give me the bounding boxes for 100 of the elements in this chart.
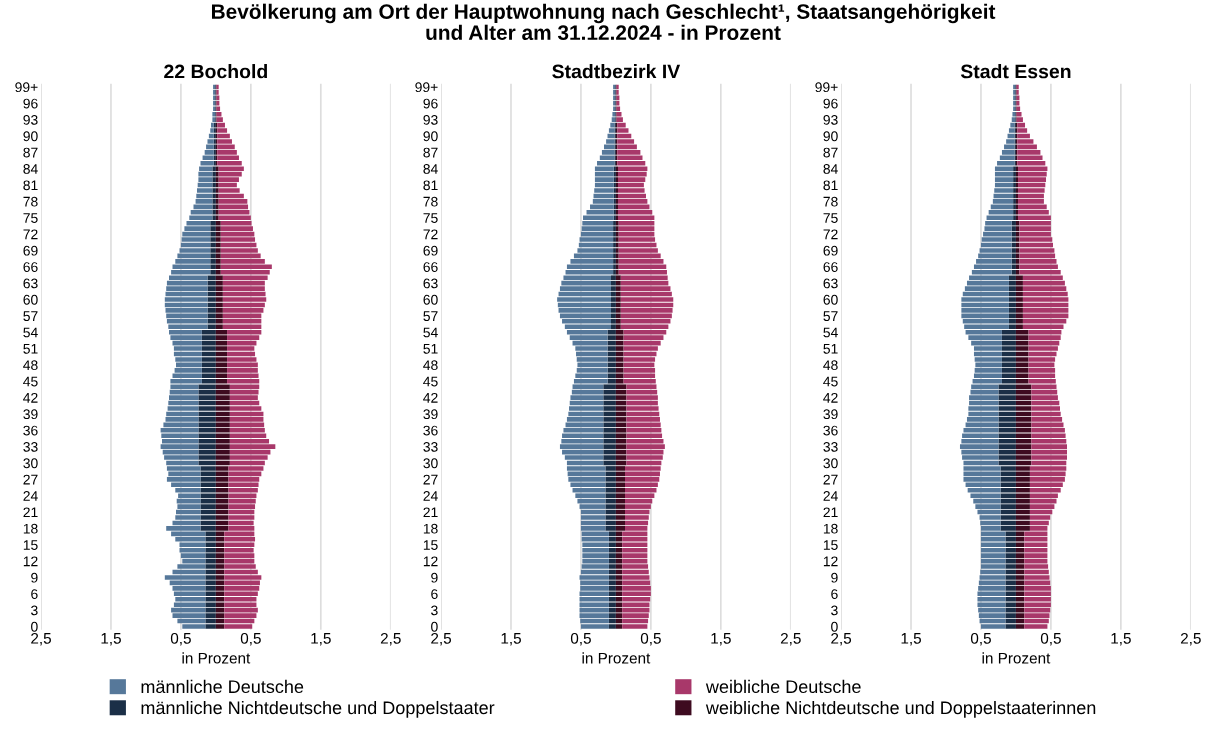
bar: [615, 406, 627, 411]
bar: [222, 275, 268, 281]
bar: [224, 542, 255, 548]
bar: [998, 438, 1016, 444]
bar: [210, 269, 216, 275]
bar: [977, 591, 1006, 597]
bar: [1001, 329, 1016, 335]
bar: [207, 280, 216, 286]
bar: [608, 586, 616, 591]
bar: [605, 520, 616, 526]
bar: [615, 553, 623, 558]
bar: [1001, 335, 1016, 340]
bar: [227, 335, 260, 340]
bar: [1029, 482, 1063, 488]
bar: [605, 477, 616, 482]
bar: [215, 346, 228, 351]
bar: [620, 308, 673, 313]
bar: [1015, 596, 1025, 602]
bar: [1005, 618, 1016, 624]
bar: [580, 586, 609, 591]
bar: [218, 209, 250, 215]
bar: [607, 335, 616, 340]
bar: [205, 542, 216, 548]
bar: [978, 613, 1006, 618]
bar: [980, 624, 1006, 629]
bar: [1015, 357, 1029, 362]
bar: [1015, 427, 1032, 433]
bar: [979, 248, 1012, 253]
bar: [605, 482, 616, 488]
bar: [626, 444, 665, 449]
bar: [217, 128, 228, 133]
bar: [1015, 613, 1025, 618]
bar: [164, 297, 208, 302]
bar: [964, 324, 1009, 330]
bar: [215, 329, 228, 335]
bar: [1024, 542, 1048, 548]
bar: [1022, 308, 1069, 313]
bar: [1005, 536, 1016, 542]
bar: [1024, 624, 1048, 629]
bar: [579, 591, 609, 597]
bar: [1015, 351, 1029, 357]
bar: [608, 564, 616, 569]
bar: [1024, 602, 1051, 608]
bar: [1031, 438, 1067, 444]
bar: [988, 209, 1014, 215]
bar: [207, 318, 216, 324]
bar: [623, 378, 656, 384]
bar: [1031, 444, 1067, 449]
bar: [215, 547, 225, 553]
bar: [186, 220, 211, 226]
bar: [581, 226, 614, 231]
bar: [170, 378, 202, 384]
bar: [605, 466, 616, 471]
bar: [603, 384, 616, 390]
bar: [566, 417, 604, 422]
bar: [177, 504, 201, 509]
bar: [1015, 493, 1030, 499]
bar: [572, 384, 604, 390]
bar: [201, 329, 216, 335]
bar: [599, 155, 615, 161]
bar: [618, 269, 667, 275]
bar: [980, 547, 1006, 553]
bar: [200, 504, 216, 509]
bar: [1015, 575, 1025, 580]
bar: [217, 139, 232, 144]
bar: [215, 373, 228, 379]
bar: [1024, 564, 1049, 569]
bar: [968, 406, 999, 411]
bar: [1005, 602, 1016, 608]
bar: [563, 275, 612, 281]
bar: [625, 477, 660, 482]
bar: [622, 564, 649, 569]
bar: [558, 308, 612, 313]
bar: [998, 427, 1016, 433]
bar: [1005, 531, 1016, 537]
bar: [195, 199, 213, 204]
bar: [215, 553, 225, 558]
bar: [1024, 536, 1048, 542]
bar: [215, 602, 225, 608]
bar: [215, 269, 221, 275]
bar: [160, 427, 199, 433]
bar: [215, 477, 229, 482]
bar: [620, 297, 674, 302]
bar: [625, 515, 649, 520]
bar: [615, 368, 624, 373]
bar: [177, 564, 206, 569]
bar: [178, 493, 201, 499]
bar: [622, 591, 651, 597]
bar: [215, 275, 223, 281]
bar: [1000, 482, 1016, 488]
bar: [605, 487, 616, 493]
bar: [622, 542, 648, 548]
bar: [165, 417, 199, 422]
bar: [198, 438, 216, 444]
bar: [215, 444, 230, 449]
bar: [1008, 318, 1016, 324]
bar: [573, 378, 608, 384]
bar: [961, 308, 1009, 313]
bar: [969, 275, 1009, 281]
bar: [201, 368, 216, 373]
